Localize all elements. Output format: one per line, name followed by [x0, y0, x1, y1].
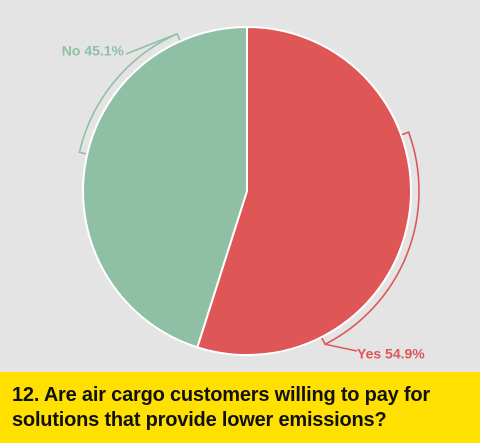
slice-label-group-yes: Yes 54.9% — [321, 131, 425, 362]
slice-label-yes: Yes 54.9% — [357, 346, 425, 362]
chart-title-line-2: solutions that provide lower emissions? — [12, 409, 387, 431]
leader-line-yes — [324, 343, 358, 352]
chart-title: 12. Are air cargo customers willing to p… — [0, 372, 480, 443]
pie-slice-yes — [196, 26, 412, 356]
chart-title-line-1: 12. Are air cargo customers willing to p… — [12, 384, 430, 406]
slice-label-group-no: No 45.1% — [62, 32, 181, 155]
pie-chart: Yes 54.9% No 45.1% — [62, 26, 425, 362]
leader-line-no — [125, 33, 178, 55]
leader-bracket-no — [78, 32, 181, 155]
slice-label-no: No 45.1% — [62, 43, 125, 59]
pie-slice-no — [82, 26, 248, 349]
leader-bracket-yes — [321, 131, 420, 346]
